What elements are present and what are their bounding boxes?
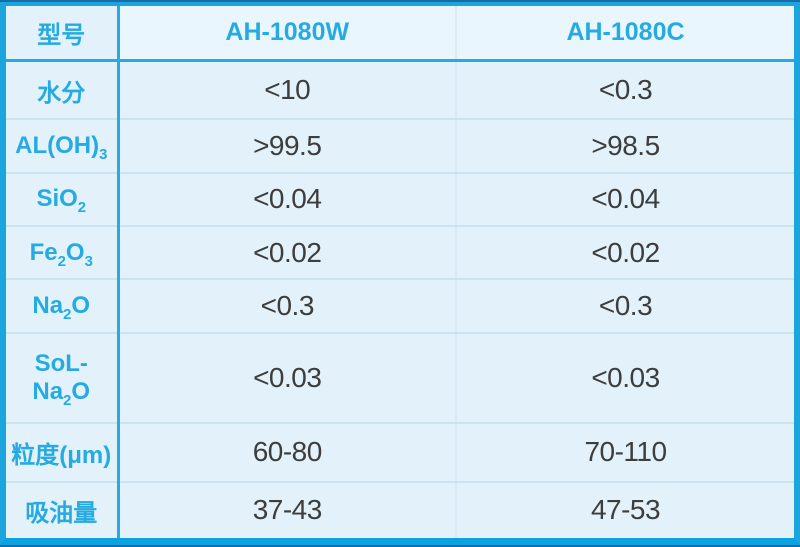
header-corner-model-label: 型号: [6, 6, 120, 62]
row-label-text: O: [65, 238, 85, 266]
value-cell: <0.02: [118, 225, 457, 281]
value-cell: >99.5: [118, 119, 457, 174]
row-label-text: Na: [32, 291, 64, 319]
table-row: SiO2 <0.04 <0.04: [6, 172, 794, 227]
row-label-text: SoL-Na: [32, 350, 88, 406]
row-label: 吸油量: [6, 481, 120, 538]
table-row: 吸油量 37-43 47-53: [6, 481, 794, 538]
table-row: Na2O <0.3 <0.3: [6, 279, 794, 334]
value-cell: 37-43: [118, 481, 457, 538]
header-col-ah-1080w: AH-1080W: [118, 6, 457, 62]
spec-table-header: 型号 AH-1080W AH-1080C: [6, 6, 794, 62]
value-cell: <0.02: [456, 225, 794, 281]
header-col-ah-1080c: AH-1080C: [456, 6, 794, 62]
row-label-subscript: 2: [63, 392, 72, 409]
value-cell: <0.3: [456, 60, 794, 121]
value-cell: >98.5: [456, 119, 794, 174]
row-label-subscript: 2: [57, 253, 66, 270]
row-label-subscript: 3: [99, 146, 108, 163]
row-label: Na2O: [6, 279, 120, 334]
row-label-subscript: 3: [84, 253, 93, 270]
value-cell: <10: [118, 60, 457, 121]
row-label-text: SiO: [36, 185, 78, 213]
value-cell: <0.03: [456, 332, 794, 425]
row-label-text: 粒度(μm): [11, 441, 112, 469]
row-label-subscript: 2: [63, 306, 72, 323]
row-label-text: 水分: [37, 79, 86, 107]
row-label: Fe2O3: [6, 225, 120, 281]
row-label: SoL-Na2O: [6, 332, 120, 425]
value-cell: <0.04: [456, 172, 794, 227]
table-row: Fe2O3 <0.02 <0.02: [6, 225, 794, 281]
row-label: AL(OH)3: [6, 119, 120, 174]
row-label-text: 吸油量: [25, 499, 98, 527]
row-label: 水分: [6, 60, 120, 121]
header-row: 型号 AH-1080W AH-1080C: [6, 6, 794, 62]
table-row: SoL-Na2O <0.03 <0.03: [6, 332, 794, 425]
value-cell: <0.3: [456, 279, 794, 334]
value-cell: <0.3: [118, 279, 457, 334]
row-label-text: AL(OH): [15, 131, 100, 159]
table-row: 粒度(μm) 60-80 70-110: [6, 423, 794, 483]
value-cell: 47-53: [456, 481, 794, 538]
table-body: 水分 <10 <0.3 AL(OH)3 >99.5 >98.5 SiO2 <0.04 <0.04…: [6, 60, 794, 538]
value-cell: 60-80: [118, 423, 457, 483]
row-label-subscript: 2: [77, 200, 87, 217]
row-label: 粒度(μm): [6, 423, 120, 483]
table-row: 水分 <10 <0.3: [6, 60, 794, 121]
value-cell: <0.03: [118, 332, 457, 425]
value-cell: 70-110: [456, 423, 794, 483]
row-label-text: O: [71, 378, 91, 406]
spec-table: 型号 AH-1080W AH-1080C 水分 <10 <0.3 AL(OH)3 >99…: [6, 6, 794, 538]
value-cell: <0.04: [118, 172, 457, 227]
table-row: AL(OH)3 >99.5 >98.5: [6, 119, 794, 174]
row-label-text: Fe: [29, 238, 58, 266]
row-label: SiO2: [6, 172, 120, 227]
row-label-text: O: [71, 291, 91, 319]
